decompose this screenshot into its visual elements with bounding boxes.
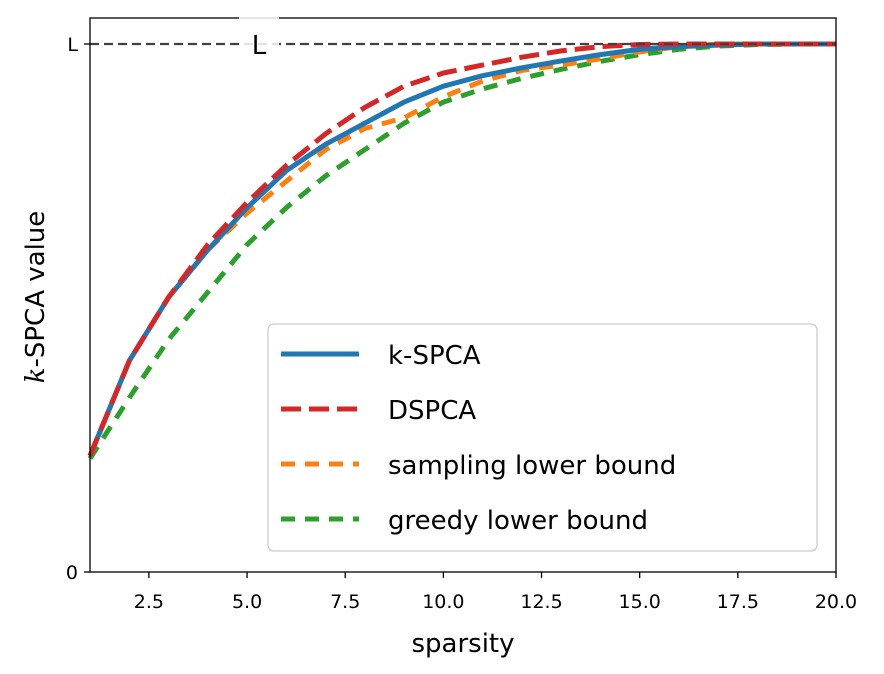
x-tick-label: 20.0	[815, 591, 857, 613]
legend-box	[267, 323, 818, 552]
y-axis-label: k-SPCA value	[21, 211, 51, 384]
plot-frame	[89, 17, 837, 573]
reference-label: L	[252, 31, 267, 61]
legend-label-1: k-SPCA	[388, 341, 481, 371]
y-tick-label: 0	[66, 562, 78, 584]
x-tick-label: 5.0	[232, 591, 262, 613]
series-line-1	[87, 41, 836, 457]
reference-label-box	[239, 17, 279, 59]
y-axis-label-italic: k	[21, 368, 51, 384]
series-line-2	[87, 41, 836, 457]
x-axis-label: sparsity	[411, 629, 514, 659]
x-tick-label: 7.5	[330, 591, 360, 613]
series-line-4	[87, 41, 836, 460]
legend-label-2: DSPCA	[388, 396, 476, 426]
y-axis-ticks: 0L	[66, 34, 90, 584]
y-axis-label-rest: -SPCA value	[21, 211, 51, 368]
legend: k-SPCA DSPCA sampling lower bound greedy lo…	[267, 323, 818, 552]
legend-label-4: greedy lower bound	[388, 506, 648, 536]
x-tick-label: 17.5	[717, 591, 759, 613]
legend-label-3: sampling lower bound	[388, 451, 676, 481]
x-axis-ticks: 2.5 5.0 7.5 10.0 12.5 15.0 17.5 20.0	[134, 572, 857, 613]
x-tick-label: 15.0	[619, 591, 661, 613]
x-tick-label: 12.5	[520, 591, 562, 613]
x-tick-label: 2.5	[134, 591, 164, 613]
x-tick-label: 10.0	[422, 591, 464, 613]
legend-items: k-SPCA DSPCA sampling lower bound greedy lo…	[281, 341, 676, 536]
y-tick-label: L	[67, 34, 78, 56]
